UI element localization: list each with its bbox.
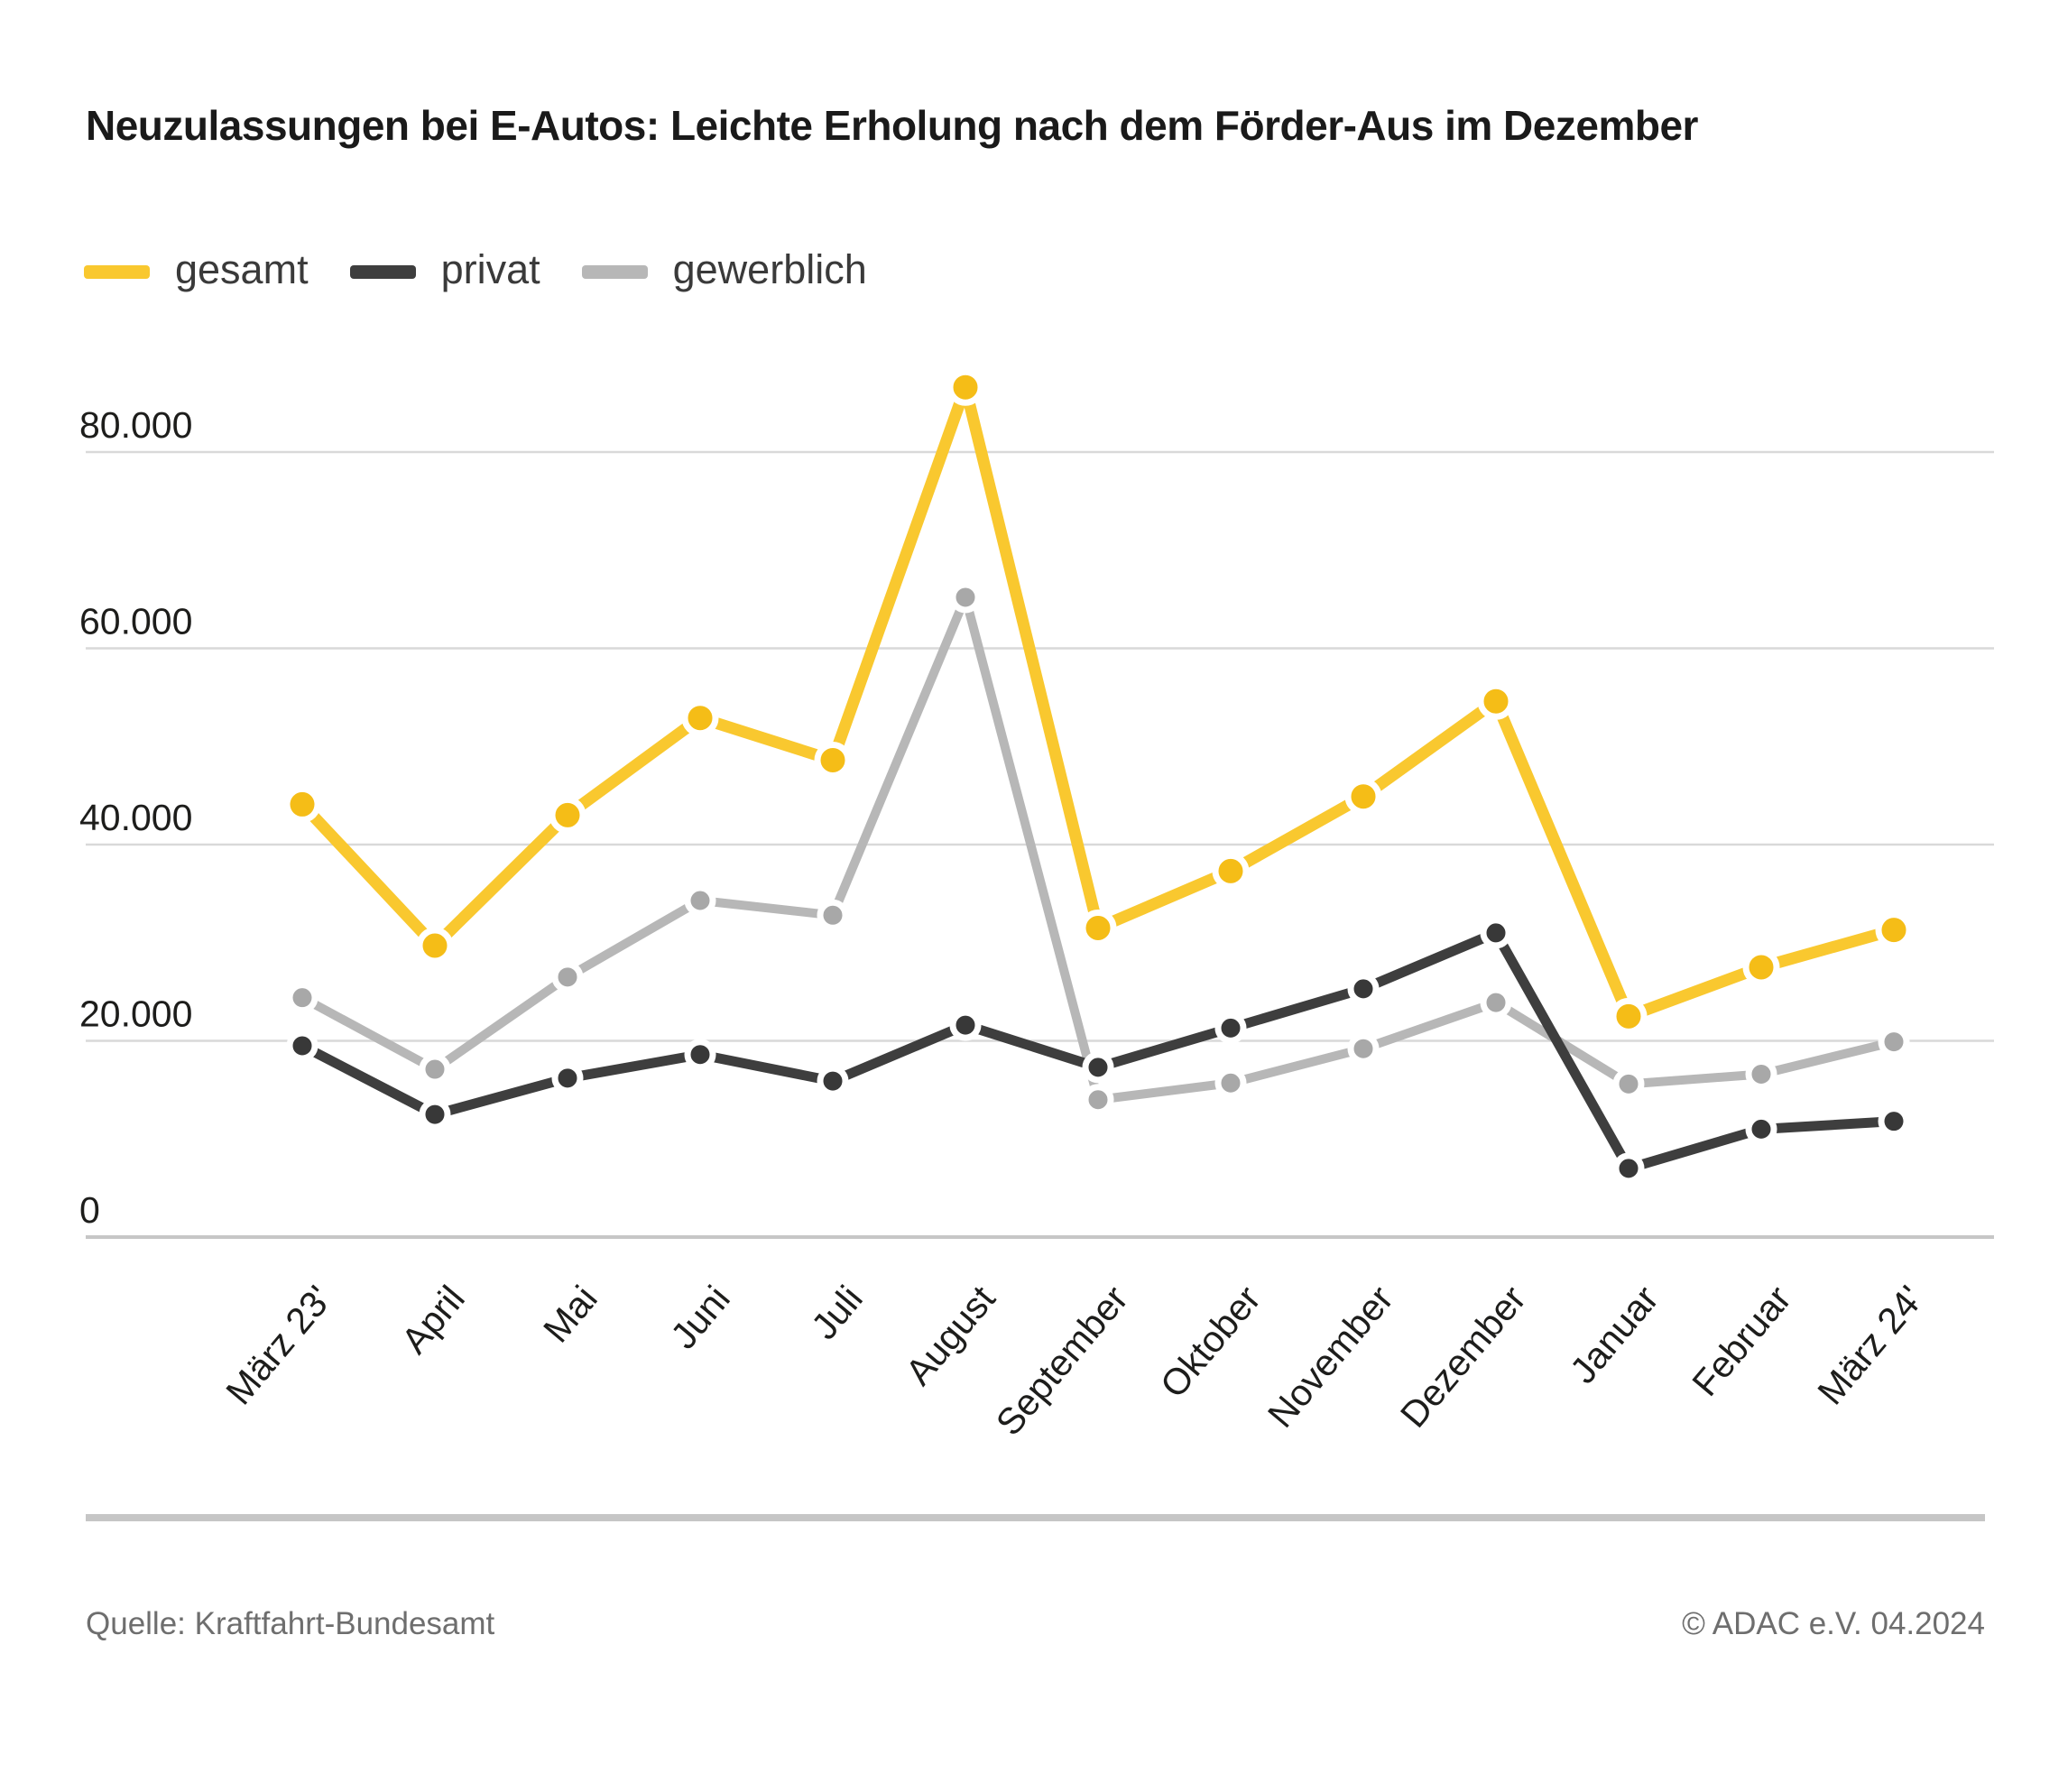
- x-tick-label-september: September: [988, 1278, 1136, 1443]
- data-point-gewerblich-september: [1082, 1084, 1114, 1116]
- data-point-gewerblich-april: [419, 1053, 451, 1085]
- data-point-privat-august: [949, 1009, 982, 1041]
- series-line-privat: [297, 928, 1899, 1174]
- data-point-privat-april: [419, 1098, 451, 1131]
- data-point-privat-september: [1082, 1051, 1114, 1084]
- data-point-gesamt-november: [1344, 778, 1382, 816]
- data-point-gesamt-m-rz-24-: [1875, 911, 1913, 949]
- legend-swatch-privat: [349, 265, 416, 279]
- data-point-gewerblich-februar: [1745, 1058, 1777, 1090]
- y-tick-label-20.000: 20.000: [79, 993, 192, 1035]
- x-tick-label-oktober: Oktober: [1152, 1278, 1269, 1405]
- y-tick-label-40.000: 40.000: [79, 797, 192, 838]
- x-tick-label-juni: Juni: [662, 1278, 738, 1356]
- legend-item-gewerblich: gewerblich: [581, 246, 867, 295]
- data-point-gesamt-oktober: [1212, 852, 1250, 890]
- data-point-gewerblich-oktober: [1214, 1067, 1247, 1099]
- data-point-gesamt-februar: [1742, 948, 1780, 986]
- data-point-privat-m-rz-24-: [1878, 1105, 1910, 1138]
- data-point-gesamt-april: [416, 927, 454, 965]
- data-point-gewerblich-januar: [1612, 1067, 1645, 1100]
- data-point-privat-juni: [684, 1039, 716, 1071]
- legend-label-privat: privat: [440, 246, 540, 292]
- data-point-gewerblich-november: [1347, 1032, 1380, 1065]
- chart-title: Neuzulassungen bei E-Autos: Leichte Erho…: [86, 102, 1698, 149]
- data-point-privat-februar: [1745, 1113, 1777, 1145]
- y-tick-label-80.000: 80.000: [79, 404, 192, 446]
- x-tick-label-januar: Januar: [1562, 1278, 1666, 1391]
- x-tick-label-dezember: Dezember: [1392, 1278, 1534, 1435]
- data-point-gewerblich-m-rz-24-: [1878, 1026, 1910, 1058]
- data-point-gesamt-juni: [681, 699, 719, 737]
- data-point-gewerblich-m-rz-23-: [286, 982, 319, 1014]
- data-point-privat-mai: [551, 1062, 584, 1095]
- data-point-gewerblich-dezember: [1480, 986, 1512, 1019]
- data-point-privat-dezember: [1480, 917, 1512, 949]
- data-point-gewerblich-mai: [551, 961, 584, 993]
- x-tick-label-april: April: [393, 1278, 473, 1361]
- data-point-gewerblich-juni: [684, 884, 716, 917]
- y-tick-label-0: 0: [79, 1189, 100, 1231]
- data-point-gesamt-mai: [549, 796, 586, 834]
- data-point-privat-m-rz-23-: [286, 1030, 319, 1062]
- data-point-privat-november: [1347, 973, 1380, 1005]
- data-point-gewerblich-august: [949, 581, 982, 614]
- data-point-gesamt-juli: [814, 741, 852, 779]
- data-point-gesamt-januar: [1610, 997, 1648, 1035]
- data-point-privat-oktober: [1214, 1011, 1247, 1044]
- x-tick-label-juli: Juli: [803, 1278, 871, 1347]
- legend-item-gesamt: gesamt: [84, 249, 309, 295]
- legend-label-gewerblich: gewerblich: [672, 246, 867, 292]
- data-point-gewerblich-juli: [817, 899, 849, 931]
- x-tick-label-m-rz-24-: März 24': [1809, 1278, 1931, 1412]
- data-point-privat-juli: [817, 1065, 849, 1097]
- chart-legend: gesamt privat gewerblich: [84, 249, 867, 295]
- legend-swatch-gesamt: [84, 265, 150, 279]
- x-tick-label-m-rz-23-: März 23': [217, 1278, 339, 1412]
- data-point-gesamt-september: [1079, 909, 1117, 947]
- data-point-gesamt-august: [946, 368, 984, 406]
- legend-label-gesamt: gesamt: [175, 246, 309, 292]
- x-tick-label-mai: Mai: [535, 1278, 605, 1350]
- data-point-privat-januar: [1612, 1152, 1645, 1185]
- data-point-gesamt-dezember: [1477, 682, 1515, 720]
- legend-swatch-gewerblich: [581, 265, 648, 279]
- y-tick-label-60.000: 60.000: [79, 601, 192, 642]
- data-point-gesamt-m-rz-23-: [283, 785, 321, 823]
- legend-item-privat: privat: [349, 246, 540, 295]
- x-tick-label-februar: Februar: [1684, 1278, 1799, 1404]
- footer-divider: [86, 1514, 1985, 1521]
- source-text: Quelle: Kraftfahrt-Bundesamt: [86, 1606, 495, 1641]
- x-tick-label-november: November: [1260, 1278, 1401, 1435]
- copyright-text: © ADAC e.V. 04.2024: [1682, 1606, 1985, 1641]
- x-tick-label-august: August: [898, 1278, 1004, 1393]
